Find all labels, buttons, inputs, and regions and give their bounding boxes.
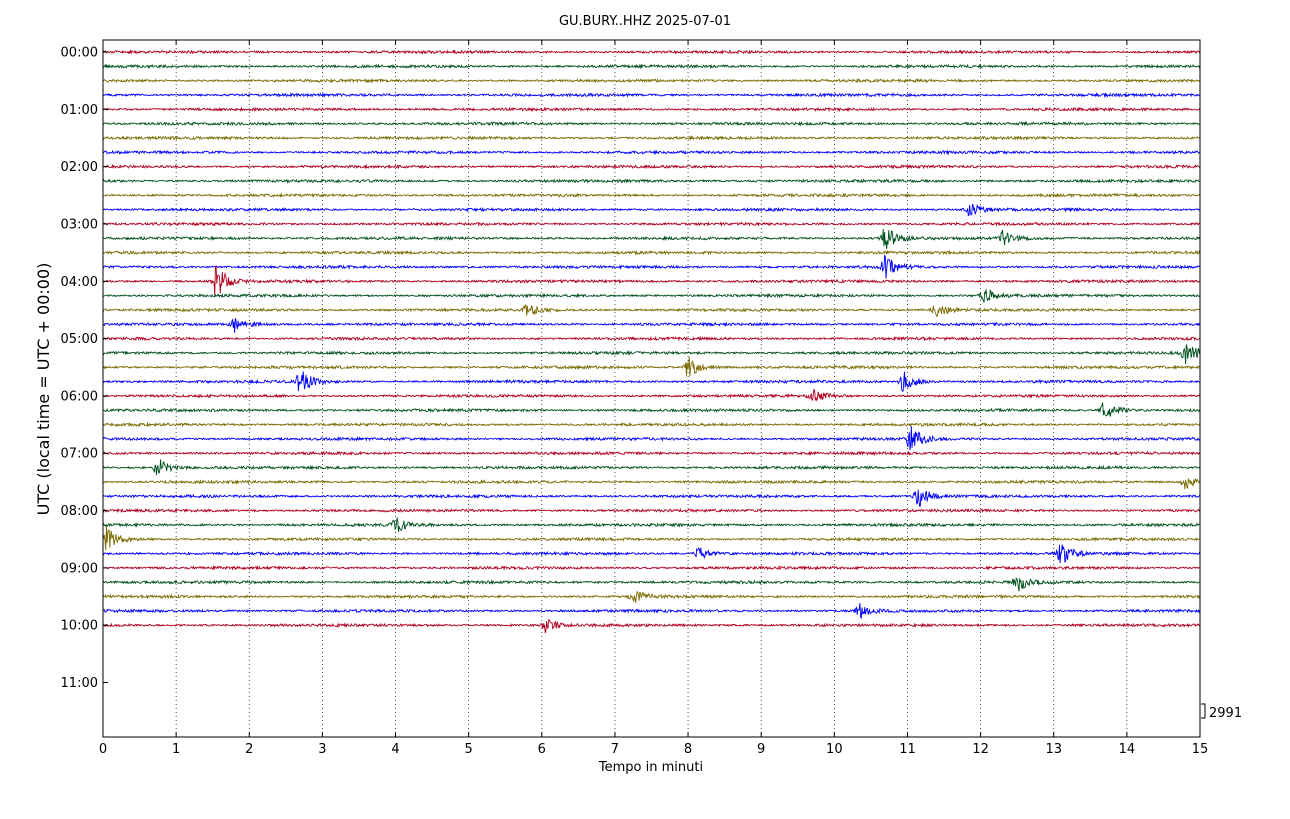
- trace-line: [102, 591, 1201, 603]
- x-tick-label: 14: [1119, 742, 1136, 757]
- trace-line: [102, 249, 1201, 256]
- x-tick-label: 12: [972, 742, 989, 757]
- trace-line: [102, 507, 1201, 514]
- trace-line: [102, 254, 1201, 279]
- trace-line: [102, 163, 1201, 170]
- trace-line: [102, 371, 1201, 392]
- x-tick-label: 7: [611, 742, 619, 757]
- y-tick-label: 02:00: [61, 160, 98, 175]
- scale-label: 2991: [1209, 706, 1242, 721]
- chart-title: GU.BURY..HHZ 2025-07-01: [559, 14, 731, 29]
- y-tick-label: 06:00: [61, 389, 98, 404]
- trace-line: [102, 265, 1201, 296]
- trace-line: [102, 77, 1201, 84]
- x-tick-label: 5: [465, 742, 473, 757]
- trace-line: [102, 203, 1201, 216]
- trace-line: [103, 92, 1201, 99]
- trace-line: [102, 477, 1201, 490]
- y-tick-label: 01:00: [61, 103, 98, 118]
- y-tick-label: 00:00: [61, 46, 98, 61]
- trace-line: [102, 544, 1201, 564]
- x-tick-label: 4: [391, 742, 399, 757]
- trace-line: [102, 421, 1201, 428]
- y-axis-label: UTC (local time = UTC + 00:00): [34, 263, 53, 516]
- trace-line: [102, 388, 1201, 402]
- trace-line: [102, 149, 1201, 156]
- trace-line: [102, 564, 1201, 571]
- trace-line: [102, 106, 1201, 113]
- trace-line: [102, 63, 1201, 70]
- y-tick-label: 03:00: [61, 217, 98, 232]
- trace-line: [102, 318, 1201, 334]
- y-tick-label: 09:00: [61, 561, 98, 576]
- x-axis: 0 1 2 3 4 5 6 7 8 9 10 11 12 13 14 15: [99, 40, 1208, 757]
- x-tick-label: 10: [826, 742, 843, 757]
- y-axis: 00:00 01:00 02:00 03:00 04:00 05:00 06:00 07:00…: [61, 46, 108, 691]
- trace-line: [102, 517, 1201, 532]
- y-tick-label: 11:00: [61, 676, 98, 691]
- x-tick-label: 11: [899, 742, 916, 757]
- plot-frame: [102, 39, 1201, 738]
- amplitude-scale-bar: 2991: [1201, 703, 1242, 721]
- trace-line: [102, 221, 1201, 227]
- trace-line: [102, 525, 1201, 551]
- y-tick-label: 08:00: [61, 504, 98, 519]
- x-tick-label: 3: [318, 742, 326, 757]
- trace-line: [102, 229, 1201, 250]
- trace-line: [102, 120, 1201, 127]
- y-tick-label: 04:00: [61, 275, 98, 290]
- trace-line: [102, 335, 1201, 342]
- x-tick-label: 13: [1045, 742, 1062, 757]
- trace-line: [102, 450, 1201, 457]
- y-tick-label: 07:00: [61, 447, 98, 462]
- seismic-traces: [102, 49, 1201, 634]
- x-tick-label: 15: [1192, 742, 1209, 757]
- trace-line: [102, 289, 1201, 303]
- trace-line: [102, 402, 1201, 417]
- x-tick-label: 0: [99, 742, 107, 757]
- y-tick-label: 05:00: [61, 332, 98, 347]
- trace-line: [102, 577, 1201, 592]
- x-tick-label: 2: [245, 742, 253, 757]
- trace-line: [102, 135, 1201, 142]
- trace-line: [102, 344, 1201, 364]
- trace-line: [102, 426, 1201, 451]
- x-tick-label: 9: [757, 742, 765, 757]
- x-tick-label: 6: [538, 742, 546, 757]
- trace-line: [102, 459, 1201, 476]
- x-tick-label: 1: [172, 742, 180, 757]
- trace-line: [102, 304, 1201, 318]
- trace-line: [102, 192, 1201, 199]
- trace-line: [102, 178, 1201, 184]
- minute-grid: [175, 40, 1128, 737]
- trace-line: [102, 489, 1201, 507]
- x-tick-label: 8: [684, 742, 692, 757]
- y-tick-label: 10:00: [61, 619, 98, 634]
- trace-line: [102, 49, 1201, 55]
- trace-line: [102, 602, 1201, 620]
- trace-line: [102, 356, 1201, 377]
- x-axis-label: Tempo in minuti: [598, 760, 703, 775]
- trace-line: [102, 618, 1201, 634]
